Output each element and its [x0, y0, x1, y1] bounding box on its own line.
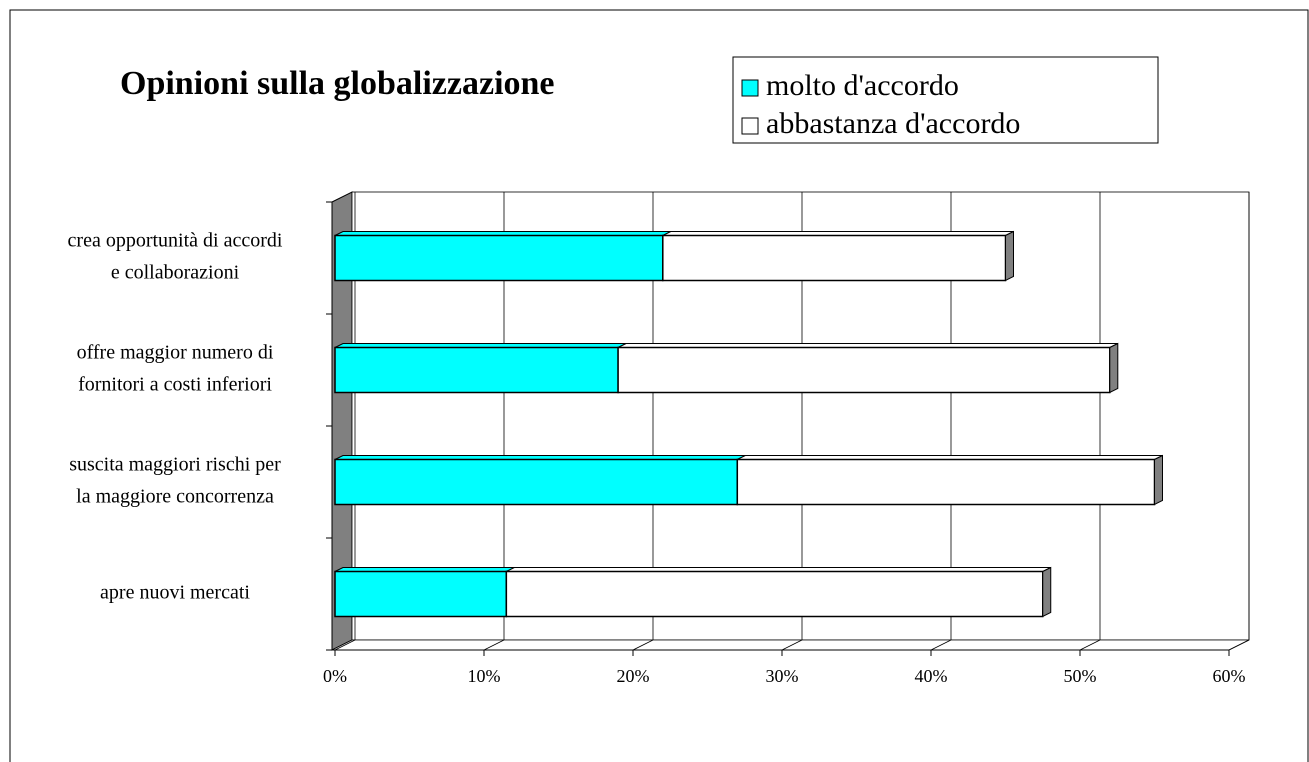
- grid-floor: [483, 639, 505, 651]
- x-tick-label: 0%: [323, 666, 347, 686]
- legend-swatch: [741, 117, 759, 135]
- bar: [334, 570, 508, 618]
- bar-end: [1005, 230, 1014, 282]
- bar: [662, 234, 1007, 282]
- legend-label: molto d'accordo: [766, 69, 959, 102]
- grid-floor: [930, 639, 952, 651]
- bar: [505, 570, 1044, 618]
- bar-end: [1042, 566, 1052, 618]
- y-tick-label: suscita maggiori rischi per: [69, 454, 281, 476]
- legend-box: [732, 56, 1159, 144]
- x-tick-label: 40%: [915, 666, 948, 686]
- bar-end: [1109, 342, 1119, 394]
- grid-floor: [781, 639, 803, 651]
- x-tick-label: 50%: [1064, 666, 1097, 686]
- chart-title: Opinioni sulla globalizzazione: [120, 65, 555, 102]
- y-tick-label: crea opportunità di accordi: [68, 230, 283, 252]
- bar: [334, 234, 664, 282]
- grid-floor: [334, 639, 356, 651]
- bar: [334, 346, 619, 394]
- x-tick-label: 60%: [1213, 666, 1246, 686]
- legend-swatch: [741, 79, 759, 97]
- bar: [334, 458, 739, 506]
- grid-floor: [1079, 639, 1101, 651]
- y-tick-label: e collaborazioni: [111, 262, 240, 284]
- y-tick-label: fornitori a costi inferiori: [78, 374, 272, 396]
- floor: [331, 639, 1250, 651]
- y-tick-label: offre maggior numero di: [77, 342, 274, 364]
- y-tick-label: apre nuovi mercati: [100, 582, 250, 604]
- x-tick-label: 10%: [468, 666, 501, 686]
- grid-floor: [632, 639, 654, 651]
- grid-floor: [1228, 639, 1250, 651]
- bar: [736, 458, 1156, 506]
- x-tick-label: 20%: [617, 666, 650, 686]
- y-tick-label: la maggiore concorrenza: [76, 486, 274, 508]
- frame: [9, 9, 1309, 762]
- bar-end: [1154, 454, 1163, 506]
- bar: [617, 346, 1111, 394]
- x-tick-label: 30%: [766, 666, 799, 686]
- legend-label: abbastanza d'accordo: [766, 107, 1020, 140]
